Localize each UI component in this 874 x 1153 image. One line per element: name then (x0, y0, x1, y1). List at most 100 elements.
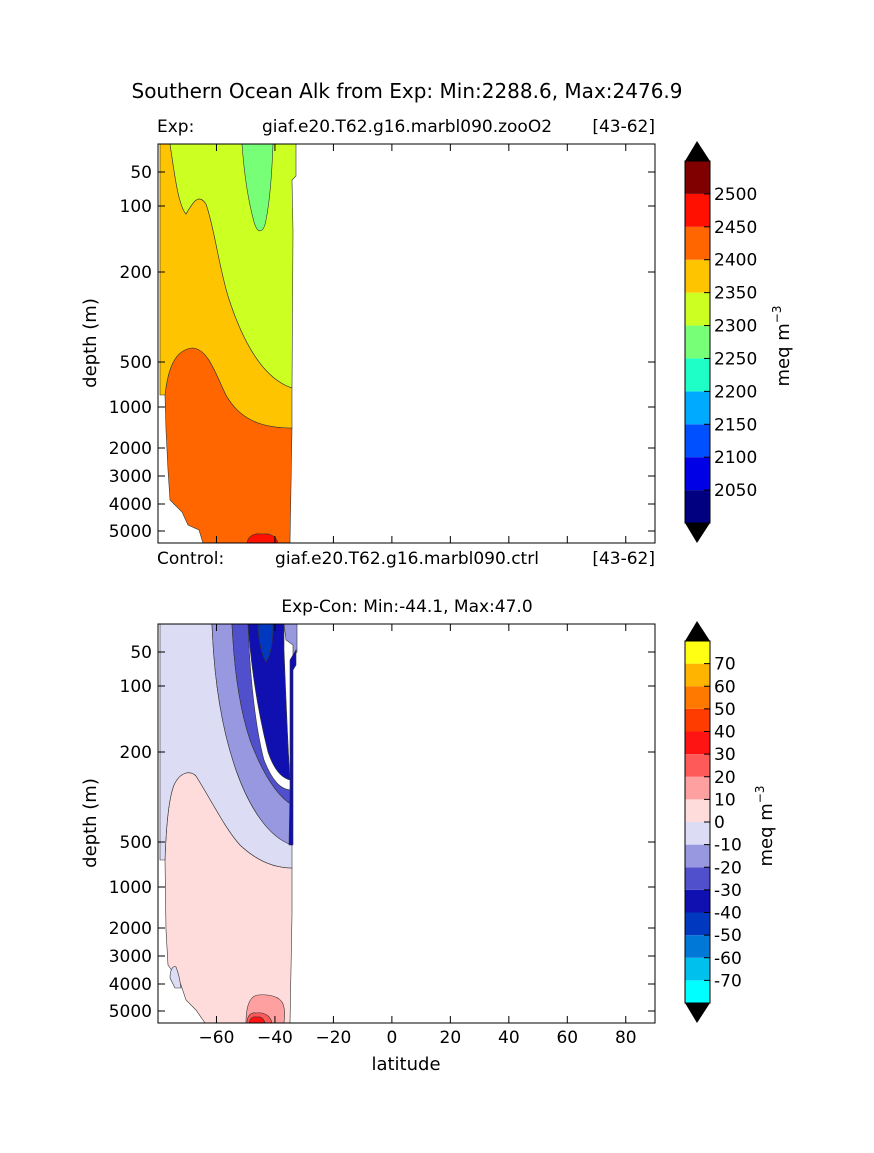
bottom-colorbar-swatch (685, 980, 710, 1003)
top-ytick-label: 200 (120, 263, 152, 283)
top-ytick-labels: 50 100 200 500 1000 2000 3000 4000 5000 (109, 144, 655, 543)
bottom-colorbar-tick-label: -50 (714, 926, 742, 946)
top-colorbar-tick-label: 2200 (714, 382, 757, 402)
bottom-xtick-label: 40 (498, 1028, 520, 1048)
bottom-colorbar-swatch (685, 754, 710, 777)
top-colorbar-tick-label: 2350 (714, 284, 757, 304)
top-ytick-label: 50 (130, 163, 152, 183)
bottom-colorbar-tick-label: -40 (714, 904, 742, 924)
bottom-ytick-label: 100 (120, 677, 152, 697)
top-ytick-label: 3000 (109, 467, 152, 487)
bottom-title: Exp-Con: Min:-44.1, Max:47.0 (281, 597, 532, 617)
top-colorbar-tick-label: 2250 (714, 349, 757, 369)
top-ytick-label: 100 (120, 197, 152, 217)
bottom-ytick-label: 3000 (109, 947, 152, 967)
bottom-fill-edge-m40 (288, 648, 297, 846)
top-ytick-label: 500 (120, 353, 152, 373)
bottom-xtick-labels: −60 −40 −20 0 20 40 60 80 (199, 624, 637, 1048)
top-colorbar-swatch (685, 161, 710, 194)
figure-title: Southern Ocean Alk from Exp: Min:2288.6,… (132, 79, 683, 103)
bottom-xtick-label: 0 (386, 1028, 397, 1048)
bottom-colorbar-swatch (685, 641, 710, 664)
bottom-colorbar-swatch (685, 799, 710, 822)
bottom-colorbar-tick-label: 30 (714, 745, 736, 765)
top-colorbar-label: meq m−3 (770, 306, 794, 387)
top-colorbar-swatch (685, 292, 710, 326)
bottom-xtick-label: −60 (199, 1028, 235, 1048)
bottom-ytick-label: 50 (130, 643, 152, 663)
bottom-fill-30 (248, 1016, 266, 1024)
top-colorbar-tick-label: 2500 (714, 185, 757, 205)
bottom-colorbar-label: meq m−3 (753, 786, 777, 867)
bottom-colorbar-tick-label: 10 (714, 790, 736, 810)
bottom-colorbar-swatch (685, 663, 710, 687)
bottom-colorbar-tick-label: 50 (714, 700, 736, 720)
bottom-colorbar-swatch (685, 889, 710, 913)
top-contour-field (159, 143, 297, 544)
top-fill-2450 (246, 533, 279, 544)
bottom-colorbar-swatch (685, 708, 710, 732)
top-ytick-label: 4000 (109, 495, 152, 515)
bottom-xlabel: latitude (371, 1054, 440, 1075)
top-colorbar-swatch (685, 490, 710, 523)
bottom-colorbar-tick-label: -10 (714, 836, 742, 856)
bottom-ytick-label: 500 (120, 833, 152, 853)
top-colorbar-tick-label: 2100 (714, 448, 757, 468)
control-range: [43-62] (592, 549, 655, 569)
top-ylabel: depth (m) (80, 298, 101, 388)
bottom-colorbar-over-arrow (685, 621, 710, 641)
top-colorbar: 2500 2450 2400 2350 2300 2250 2200 2150 2100 2050… (684, 141, 794, 543)
bottom-colorbar-tick-label: -20 (714, 858, 742, 878)
bottom-colorbar-tick-label: 40 (714, 723, 736, 743)
top-colorbar-over-arrow (685, 141, 710, 161)
control-label: Control: (157, 549, 224, 569)
top-colorbar-swatch (685, 226, 710, 260)
bottom-ylabel: depth (m) (80, 778, 101, 868)
top-colorbar-swatch (685, 193, 710, 227)
bottom-colorbar-swatch (685, 867, 710, 890)
bottom-xtick-label: 20 (440, 1028, 462, 1048)
top-colorbar-swatch (685, 457, 710, 491)
bottom-xtick-label: 60 (556, 1028, 578, 1048)
top-colorbar-tick-label: 2450 (714, 218, 757, 238)
bottom-panel: Control: giaf.e20.T62.g16.marbl090.ctrl … (80, 549, 656, 1075)
bottom-colorbar-tick-label: -70 (714, 971, 742, 991)
bottom-xtick-label: −40 (257, 1028, 293, 1048)
bottom-xtick-label: 80 (615, 1028, 637, 1048)
top-colorbar-under-arrow (685, 523, 710, 543)
bottom-ytick-label: 2000 (109, 919, 152, 939)
top-panel: Exp: giaf.e20.T62.g16.marbl090.zooO2 [43… (80, 117, 656, 544)
bottom-fill-m10-deep (169, 966, 182, 989)
top-axes-frame (157, 143, 656, 544)
top-colorbar-tick-label: 2150 (714, 415, 757, 435)
bottom-colorbar-swatch (685, 912, 710, 936)
top-ytick-label: 5000 (109, 522, 152, 542)
top-colorbar-swatch (685, 358, 710, 392)
exp-range: [43-62] (592, 117, 655, 137)
top-colorbar-swatch (685, 391, 710, 425)
exp-label: Exp: (157, 117, 194, 137)
bottom-colorbar-tick-label: 20 (714, 768, 736, 788)
bottom-ytick-labels: 50 100 200 500 1000 2000 3000 4000 5000 (109, 643, 655, 1022)
bottom-colorbar-swatch (685, 844, 710, 868)
bottom-ytick-label: 1000 (109, 878, 152, 898)
bottom-fill-m40 (247, 623, 291, 781)
top-colorbar-swatch (685, 424, 710, 458)
top-colorbar-swatch (685, 259, 710, 293)
top-colorbar-tick-label: 2050 (714, 481, 757, 501)
bottom-ytick-label: 5000 (109, 1002, 152, 1022)
top-colorbar-tick-label: 2300 (714, 317, 757, 337)
top-ytick-label: 2000 (109, 439, 152, 459)
bottom-colorbar-swatch (685, 822, 710, 845)
bottom-colorbar-swatch (685, 686, 710, 709)
bottom-colorbar-tick-label: 0 (714, 813, 725, 833)
bottom-colorbar-swatch (685, 957, 710, 981)
control-name: giaf.e20.T62.g16.marbl090.ctrl (275, 549, 539, 569)
bottom-colorbar-tick-label: 70 (714, 655, 736, 675)
bottom-contour-field (159, 623, 298, 1024)
bottom-fill-m50 (257, 623, 274, 663)
top-fill-2250 (241, 143, 274, 232)
top-colorbar-tick-label: 2400 (714, 251, 757, 271)
